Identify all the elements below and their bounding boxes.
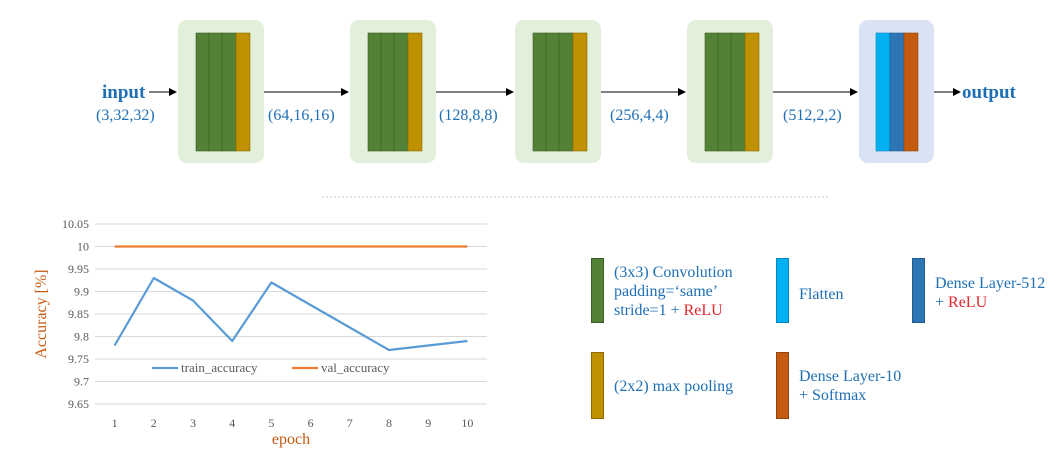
input-label: input (102, 82, 146, 103)
legend-text-dense10: Dense Layer-10 + Softmax (799, 368, 902, 404)
legend-text-flatten: Flatten (799, 286, 844, 303)
conv-block-4 (687, 20, 773, 163)
shape-label-2: (128,8,8) (439, 107, 498, 124)
legend-text-pool: (2x2) max pooling (614, 378, 734, 395)
legend-swatch-flatten (776, 258, 789, 323)
y-tick-label-4: 9.85 (68, 307, 89, 321)
conv-block-2 (350, 20, 436, 163)
x-tick-label-3: 4 (229, 416, 235, 430)
x-tick-label-5: 6 (308, 416, 314, 430)
dense-block (859, 20, 934, 163)
x-tick-label-2: 3 (190, 416, 196, 430)
series-line-train_accuracy (113, 276, 468, 352)
output-label: output (962, 82, 1017, 103)
conv-block-3 (515, 20, 601, 163)
legend-text-conv: (3x3) Convolution padding=‘same’ stride=… (614, 264, 733, 319)
y-tick-label-0: 9.65 (68, 397, 89, 411)
x-axis-label: epoch (272, 431, 310, 448)
legend-swatch-dense10 (776, 352, 789, 419)
x-tick-label-0: 1 (112, 416, 118, 430)
y-axis-label: Accuracy [%] (33, 269, 50, 358)
x-tick-label-6: 7 (347, 416, 353, 430)
legend-swatch-pool (591, 352, 604, 419)
shape-label-4: (512,2,2) (783, 107, 842, 124)
legend-swatch-conv (591, 258, 604, 323)
x-tick-label-1: 2 (151, 416, 157, 430)
architecture-diagram: input output (3,32,32) (64,16,16) (128,8… (96, 20, 1017, 198)
x-tick-label-9: 10 (461, 416, 473, 430)
shape-label-1: (64,16,16) (268, 107, 335, 124)
shape-label-0: (3,32,32) (96, 107, 155, 124)
y-tick-label-6: 9.95 (68, 262, 89, 276)
accuracy-chart: 9.65 9.7 9.75 9.8 9.85 9.9 9.95 10 10.05 1 2 3 4 5 6 7 8… (33, 217, 487, 448)
legend-text-dense512: Dense Layer-512 + ReLU (935, 275, 1046, 311)
y-tick-label-8: 10.05 (62, 217, 89, 231)
legend-label-train_accuracy: train_accuracy (181, 360, 258, 375)
x-tick-label-8: 9 (425, 416, 431, 430)
y-tick-label-1: 9.7 (74, 375, 89, 389)
x-tick-label-4: 5 (268, 416, 274, 430)
shape-label-3: (256,4,4) (610, 107, 669, 124)
legend-label-val_accuracy: val_accuracy (321, 360, 390, 375)
y-tick-label-2: 9.75 (68, 352, 89, 366)
x-tick-label-7: 8 (386, 416, 392, 430)
y-tick-label-3: 9.8 (74, 330, 89, 344)
y-tick-label-5: 9.9 (74, 285, 89, 299)
conv-block-1 (178, 20, 264, 163)
legend-swatch-dense512 (912, 258, 925, 323)
y-tick-label-7: 10 (77, 240, 89, 254)
